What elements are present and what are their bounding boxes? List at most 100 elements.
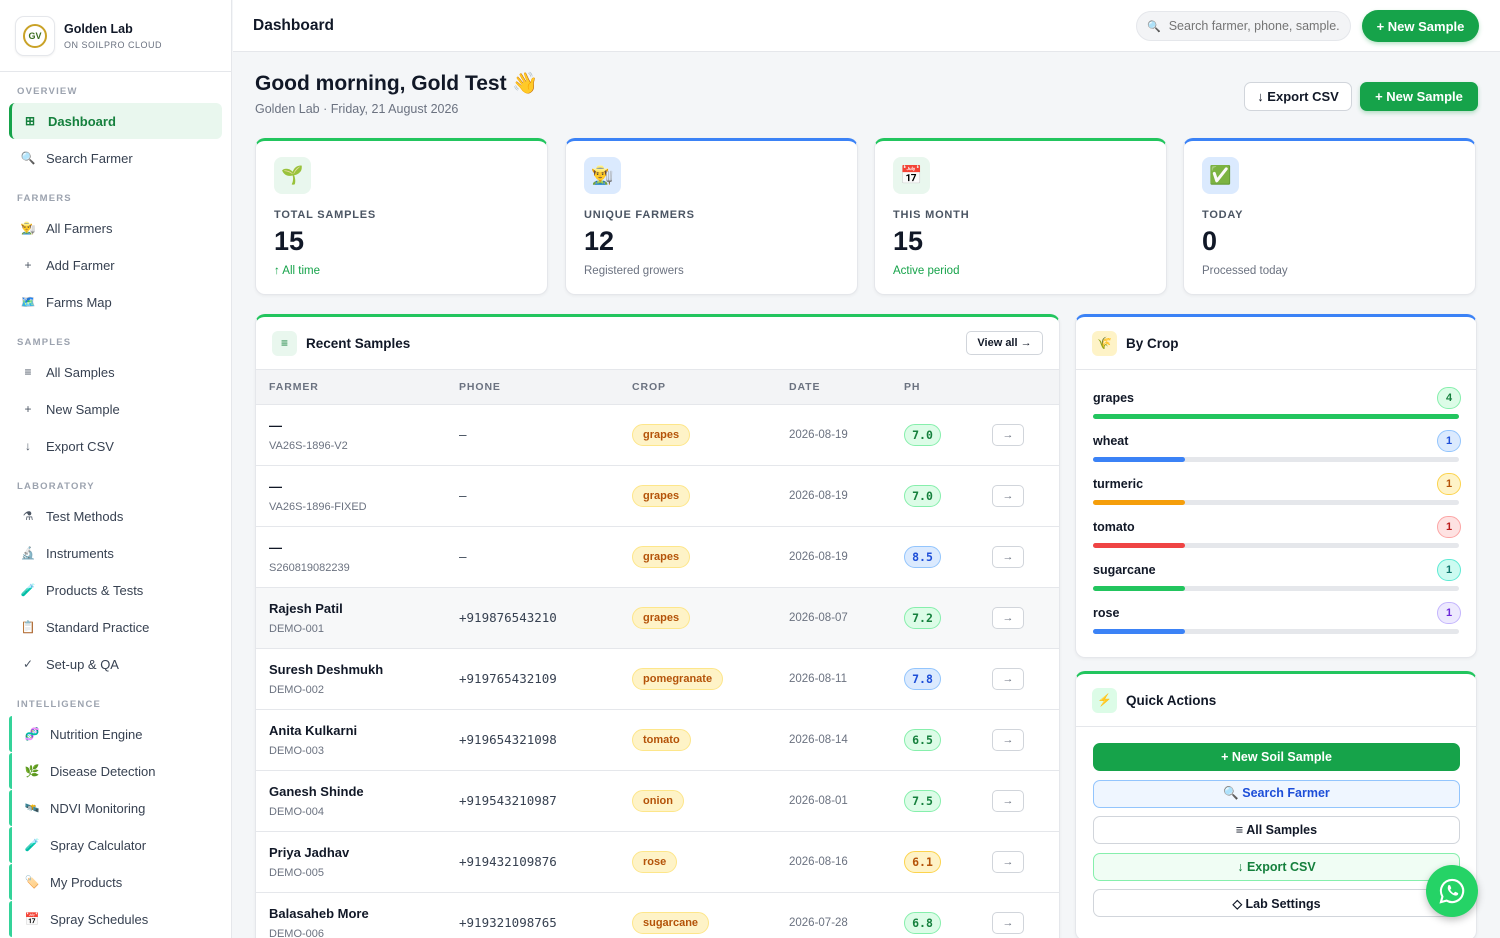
open-sample-button[interactable]: → [992,668,1024,690]
open-sample-button[interactable]: → [992,790,1024,812]
ph-badge: 7.0 [904,424,941,446]
sample-id: DEMO-005 [269,867,325,879]
column-header-ph[interactable]: PH [904,381,921,393]
table-row[interactable]: Priya Jadhav DEMO-005 +919432109876 rose 202… [256,832,1059,893]
sidebar-item-nutrition-engine[interactable]: 🧬 Nutrition Engine [9,716,222,752]
stat-icon: 📅 [893,157,930,194]
crop-bar-fill [1093,629,1185,634]
open-sample-button[interactable]: → [992,912,1024,934]
sidebar-item-export-csv[interactable]: ↓ Export CSV [9,428,222,464]
column-header-farmer[interactable]: FARMER [269,381,319,393]
open-sample-button[interactable]: → [992,851,1024,873]
spray-calculator-icon: 🧪 [24,838,40,852]
open-sample-button[interactable]: → [992,485,1024,507]
whatsapp-chat-button[interactable] [1426,865,1478,917]
crop-count-badge: 1 [1437,559,1461,581]
nutrition-engine-icon: 🧬 [24,727,40,741]
sidebar-item-spray-schedules[interactable]: 📅 Spray Schedules [9,901,222,937]
sidebar-item-farms-map[interactable]: 🗺️ Farms Map [9,284,222,320]
open-sample-button[interactable]: → [992,424,1024,446]
farmer-name: — [269,479,282,494]
open-sample-button[interactable]: → [992,546,1024,568]
sidebar-item-add-farmer[interactable]: + Add Farmer [9,247,222,283]
sidebar-nav: OVERVIEW ⊞ Dashboard 🔍 Search Farmer FARMERS 👨… [0,72,231,937]
new-sample-button-secondary[interactable]: + New Sample [1360,82,1478,111]
column-header-date[interactable]: DATE [789,381,821,393]
stat-value: 0 [1202,226,1218,256]
farmer-phone: – [459,488,467,503]
standard-practice-icon: 📋 [20,620,36,634]
sidebar-item-label: All Farmers [46,220,113,236]
crop-name: tomato [1093,520,1135,534]
all-farmers-icon: 👨‍🌾 [20,221,36,235]
sidebar-item-set-up-qa[interactable]: ✓ Set-up & QA [9,646,222,682]
sample-date: 2026-08-11 [789,673,847,685]
nav-section-samples: SAMPLES [17,337,72,348]
sidebar-item-ndvi-monitoring[interactable]: 🛰️ NDVI Monitoring [9,790,222,826]
crop-row-turmeric[interactable]: turmeric 1 [1093,473,1461,515]
crop-row-grapes[interactable]: grapes 4 [1093,387,1461,429]
sidebar-item-standard-practice[interactable]: 📋 Standard Practice [9,609,222,645]
crop-badge: grapes [632,485,691,507]
open-sample-button[interactable]: → [992,729,1024,751]
sidebar-item-products-tests[interactable]: 🧪 Products & Tests [9,572,222,608]
quick-action-new-soil-sample-button[interactable]: + New Soil Sample [1093,743,1460,771]
sidebar-item-instruments[interactable]: 🔬 Instruments [9,535,222,571]
view-all-button[interactable]: View all → [966,331,1043,355]
recent-samples-panel: ≡ Recent Samples View all → FARMER PHONE… [255,314,1060,938]
quick-action-export-csv-button[interactable]: ↓ Export CSV [1093,852,1460,881]
sample-id: S260819082239 [269,562,350,574]
table-row[interactable]: Ganesh Shinde DEMO-004 +919543210987 onion 2… [256,771,1059,832]
export-csv-button[interactable]: ↓ Export CSV [1244,82,1352,111]
all-samples-icon: ≡ [24,365,32,379]
crop-bar-fill [1093,586,1185,591]
greeting-title: Good morning, Gold Test 👋 [255,72,539,95]
crop-name: turmeric [1093,477,1144,491]
table-row[interactable]: — VA26S-1896-FIXED – grapes 2026-08-19 7.0 → [256,466,1059,527]
crop-row-wheat[interactable]: wheat 1 [1093,430,1461,472]
ph-badge: 6.1 [904,851,941,873]
crop-row-tomato[interactable]: tomato 1 [1093,516,1461,558]
sidebar-item-spray-calculator[interactable]: 🧪 Spray Calculator [9,827,222,863]
quick-actions-title: Quick Actions [1126,692,1217,708]
crop-bar-track [1093,414,1459,419]
sidebar-item-search-farmer[interactable]: 🔍 Search Farmer [9,140,222,176]
nav-section-overview: OVERVIEW [17,86,78,97]
crop-row-rose[interactable]: rose 1 [1093,602,1461,644]
column-header-crop[interactable]: CROP [632,381,666,393]
search-input[interactable] [1168,19,1339,33]
quick-action-search-farmer-button[interactable]: 🔍 Search Farmer [1093,779,1460,808]
crop-row-sugarcane[interactable]: sugarcane 1 [1093,559,1461,601]
new-sample-button[interactable]: + New Sample [1362,10,1479,42]
sidebar-item-all-samples[interactable]: ≡ All Samples [9,354,222,390]
table-row[interactable]: Anita Kulkarni DEMO-003 +919654321098 tomat… [256,710,1059,771]
table-row[interactable]: Balasaheb More DEMO-006 +919321098765 sugar… [256,893,1059,938]
sample-date: 2026-08-01 [789,795,848,807]
sidebar-item-dashboard[interactable]: ⊞ Dashboard [9,103,222,139]
column-header-phone[interactable]: PHONE [459,381,501,393]
crop-name: wheat [1093,434,1129,448]
sidebar-item-all-farmers[interactable]: 👨‍🌾 All Farmers [9,210,222,246]
open-sample-button[interactable]: → [992,607,1024,629]
farmer-name: Priya Jadhav [269,845,350,860]
table-row[interactable]: Suresh Deshmukh DEMO-002 +919765432109 pome… [256,649,1059,710]
table-row[interactable]: Rajesh Patil DEMO-001 +919876543210 grapes 2… [256,588,1059,649]
crop-badge: rose [632,851,678,873]
quick-action-all-samples-button[interactable]: ≡ All Samples [1093,816,1460,844]
brand[interactable]: GV Golden Lab ON SOILPRO CLOUD [0,0,231,72]
sidebar-item-new-sample[interactable]: + New Sample [9,391,222,427]
sidebar-item-my-products[interactable]: 🏷️ My Products [9,864,222,900]
table-row[interactable]: — VA26S-1896-V2 – grapes 2026-08-19 7.0 → [256,405,1059,466]
crop-count-badge: 4 [1437,387,1461,409]
table-row[interactable]: — S260819082239 – grapes 2026-08-19 8.5 → [256,527,1059,588]
search-box[interactable]: 🔍 [1136,11,1351,41]
stat-card-unique-farmers: 👨‍🌾 UNIQUE FARMERS 12 Registered growers [565,138,858,295]
crop-bar-fill [1093,543,1185,548]
crop-badge: grapes [632,546,691,568]
sidebar-item-test-methods[interactable]: ⚗ Test Methods [9,498,222,534]
sidebar-item-disease-detection[interactable]: 🌿 Disease Detection [9,753,222,789]
sidebar: GV Golden Lab ON SOILPRO CLOUD OVERVIEW ⊞… [0,0,232,938]
search-farmer-icon: 🔍 [20,151,36,165]
quick-action-lab-settings-button[interactable]: ◇ Lab Settings [1093,889,1460,917]
farmer-name: Suresh Deshmukh [269,662,384,677]
